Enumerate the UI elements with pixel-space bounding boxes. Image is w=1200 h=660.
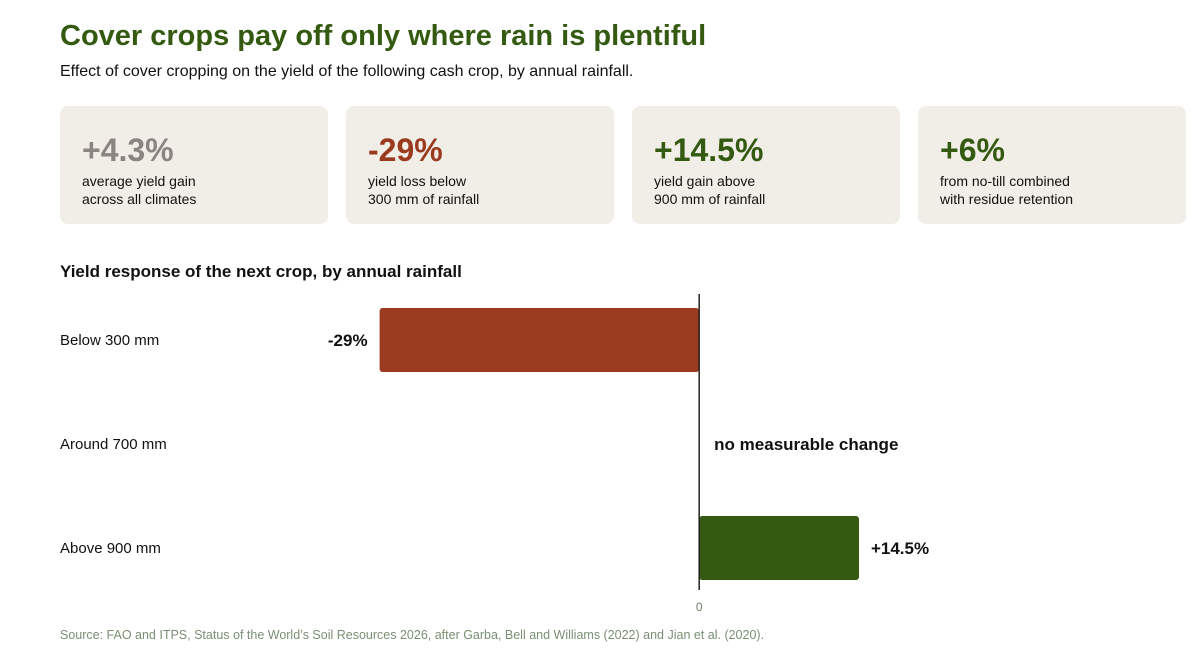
bar-chart: Below 300 mm -29% Around 700 mm no measurab… bbox=[60, 294, 929, 614]
stat-label: yield gain above 900 mm of rainfall bbox=[654, 172, 854, 208]
bar bbox=[379, 308, 700, 372]
stat-card-high-rain: +14.5% yield gain above 900 mm of rainfa… bbox=[632, 106, 900, 224]
stat-value: -29% bbox=[368, 132, 443, 168]
stat-label-line: across all climates bbox=[82, 191, 197, 207]
stat-card-low-rain: -29% yield loss below 300 mm of rainfall bbox=[346, 106, 614, 224]
data-label: no measurable change bbox=[714, 435, 898, 454]
stat-value: +4.3% bbox=[82, 132, 174, 168]
source-note: Source: FAO and ITPS, Status of the Worl… bbox=[60, 628, 765, 642]
data-label: -29% bbox=[328, 331, 368, 350]
stat-label: average yield gain across all climates bbox=[82, 172, 282, 208]
category-label: Above 900 mm bbox=[60, 540, 161, 557]
x-tick-label: 0 bbox=[696, 600, 703, 614]
stat-label-line: 300 mm of rainfall bbox=[368, 191, 480, 207]
bar-chart-title: Yield response of the next crop, by annu… bbox=[60, 262, 462, 281]
stat-label: yield loss below 300 mm of rainfall bbox=[368, 172, 568, 208]
bar bbox=[699, 516, 859, 580]
stat-label-line: 900 mm of rainfall bbox=[654, 191, 766, 207]
stat-card-no-till: +6% from no-till combined with residue r… bbox=[918, 106, 1186, 224]
data-label: +14.5% bbox=[871, 539, 929, 558]
chart-subtitle: Effect of cover cropping on the yield of… bbox=[60, 63, 634, 80]
stat-label-line: yield loss below bbox=[368, 173, 467, 189]
stat-value: +14.5% bbox=[654, 132, 764, 168]
stat-label-line: average yield gain bbox=[82, 173, 196, 189]
stat-value: +6% bbox=[940, 132, 1005, 168]
stat-label-line: from no-till combined bbox=[940, 173, 1070, 189]
chart-title-main: Cover crops pay off only where rain is p… bbox=[60, 20, 707, 52]
stat-card-average: +4.3% average yield gain across all clim… bbox=[60, 106, 328, 224]
stat-label-line: yield gain above bbox=[654, 173, 756, 189]
category-label: Below 300 mm bbox=[60, 332, 159, 349]
stat-label: from no-till combined with residue reten… bbox=[940, 172, 1140, 208]
category-label: Around 700 mm bbox=[60, 436, 167, 453]
stat-label-line: with residue retention bbox=[940, 191, 1074, 207]
